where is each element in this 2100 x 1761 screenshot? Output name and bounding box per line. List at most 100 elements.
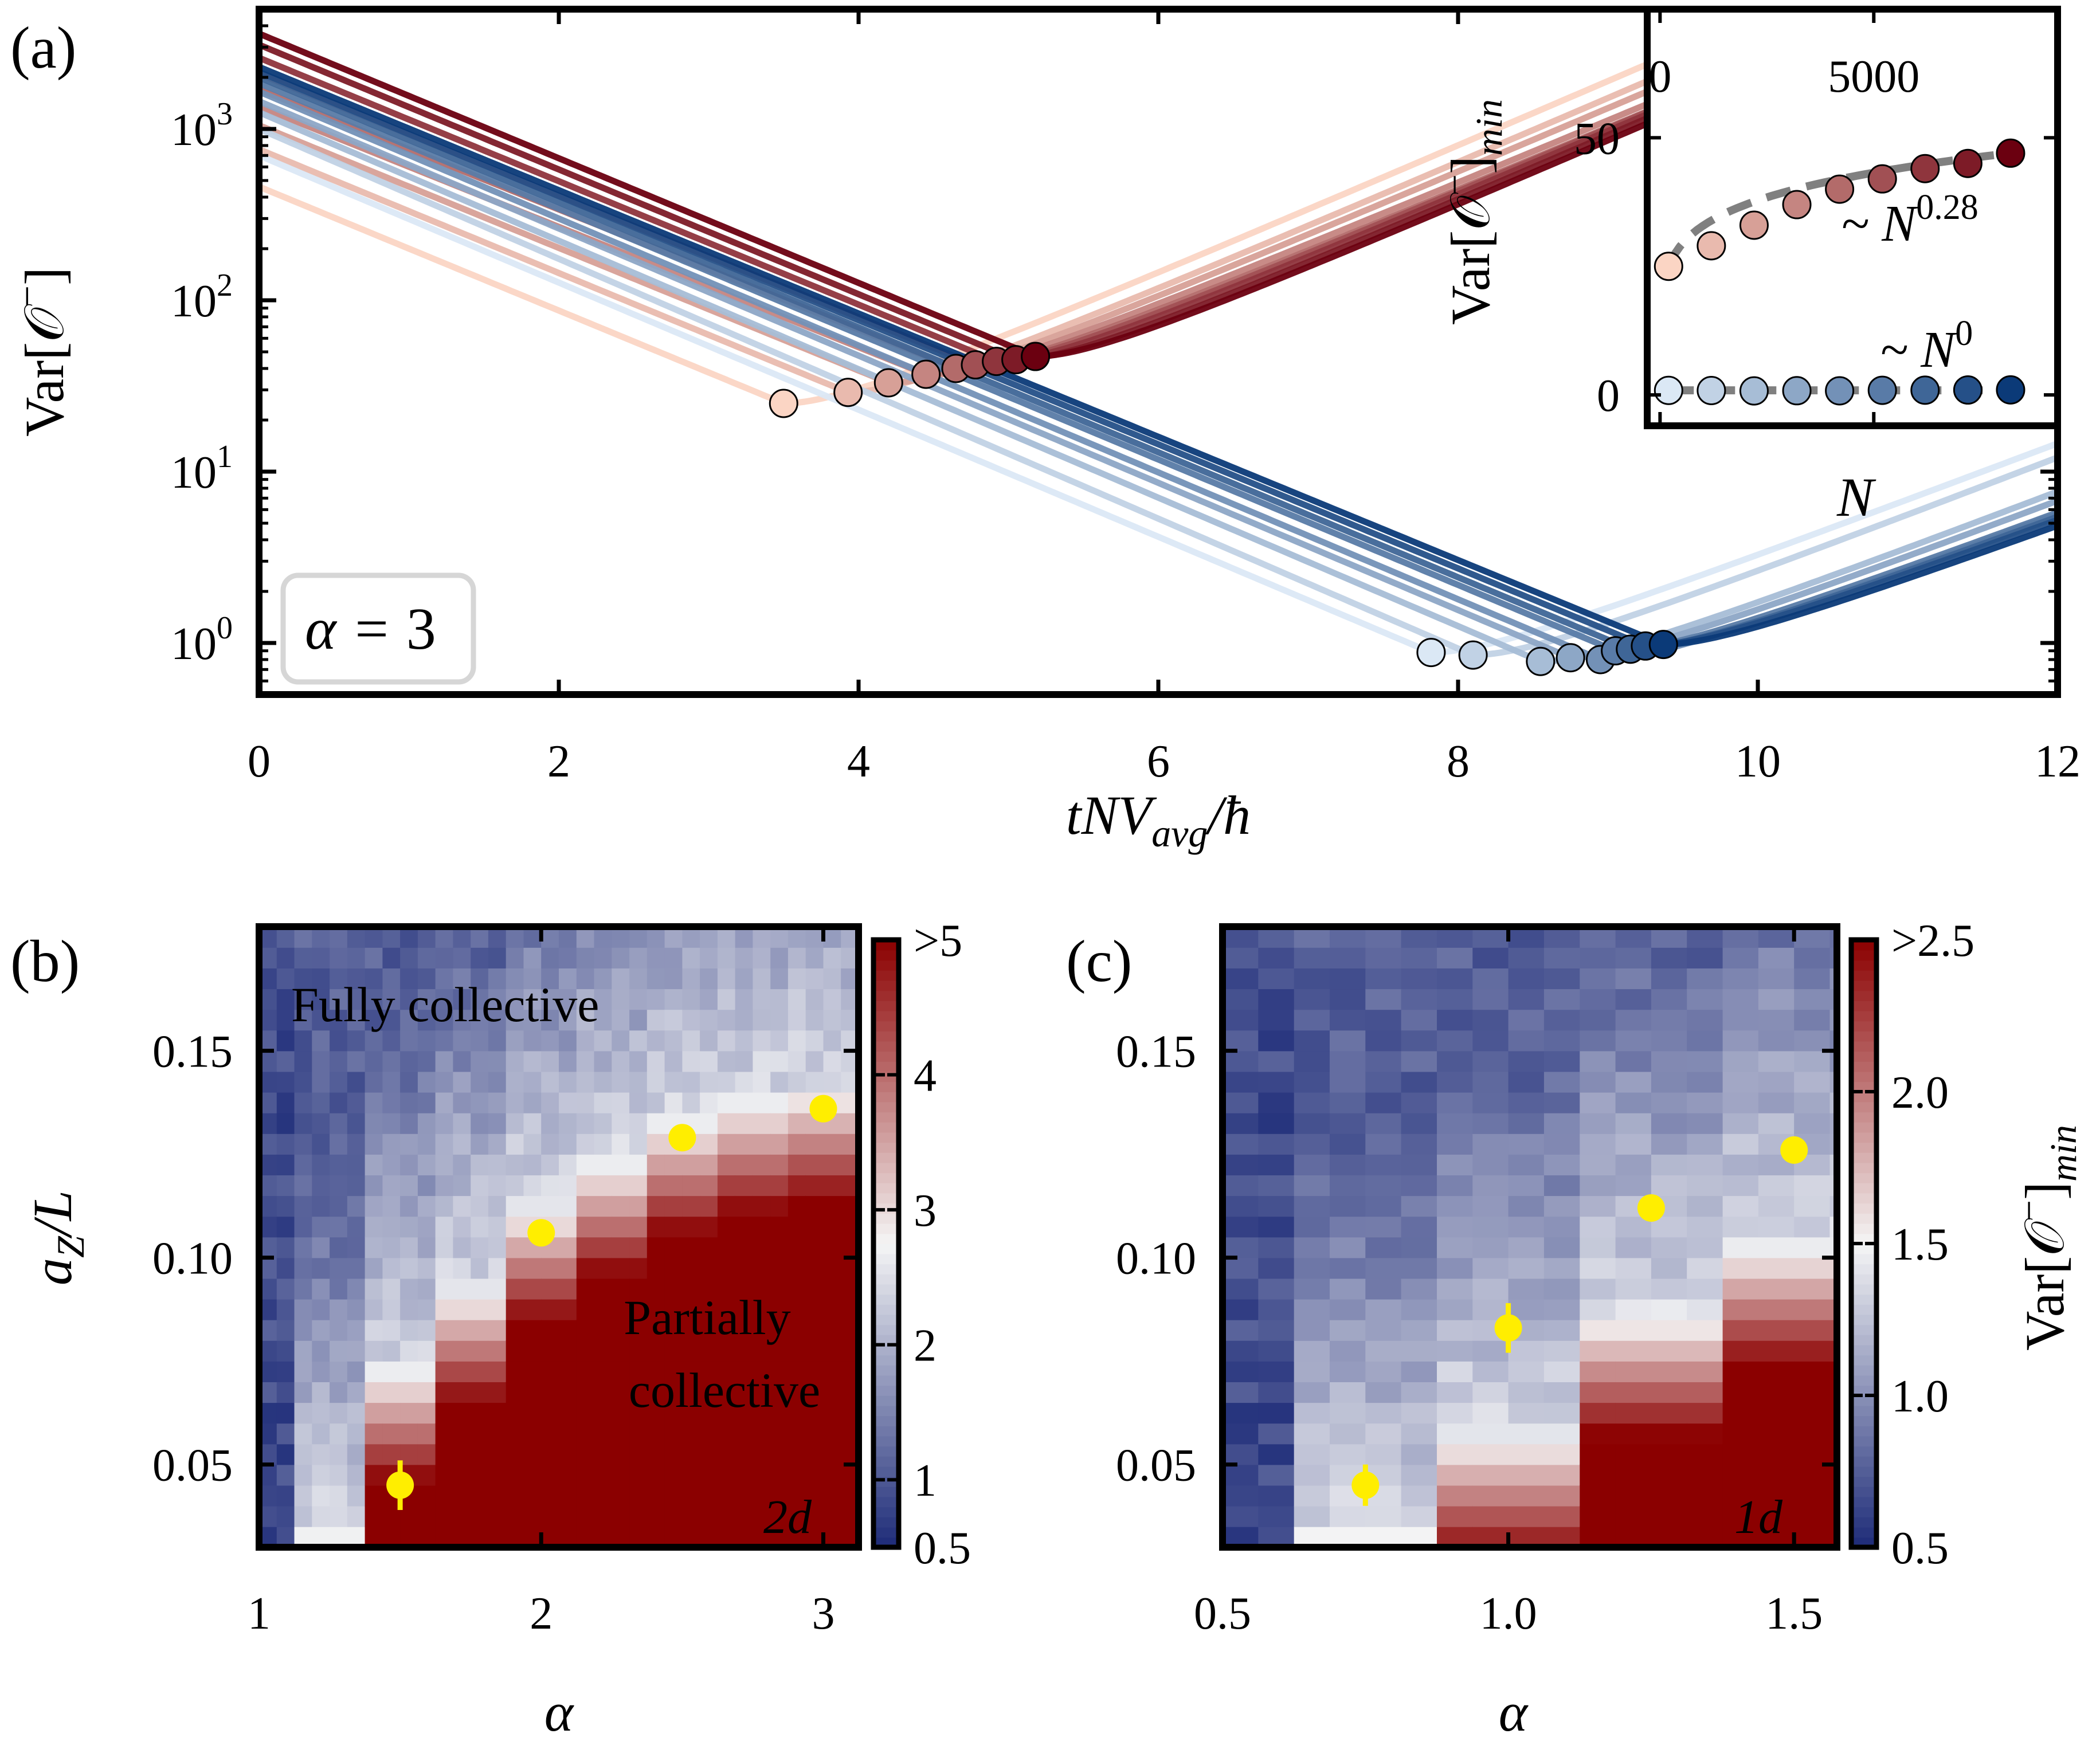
heatmap-cell <box>382 1278 401 1300</box>
heatmap-cell <box>382 927 401 948</box>
heatmap-cell <box>1330 1402 1366 1424</box>
heatmap-cell <box>700 1112 718 1134</box>
heatmap-cell <box>506 968 524 990</box>
heatmap-cell <box>1223 1009 1259 1031</box>
panel-b-heatmap: Fully collective Partially collective 2d… <box>22 916 971 1743</box>
heatmap-cell <box>1187 1402 1223 1423</box>
heatmap-cell <box>276 1485 295 1507</box>
colorbar-segment <box>1851 1355 1876 1366</box>
heatmap-cell <box>330 1195 348 1217</box>
heatmap-cell <box>1437 1195 1474 1217</box>
heatmap-cell <box>594 1340 613 1362</box>
heatmap-cell <box>1258 1402 1295 1424</box>
heatmap-cell <box>788 927 806 948</box>
heatmap-cell <box>1508 1402 1545 1424</box>
heatmap-cell <box>788 1237 806 1258</box>
heatmap-cell <box>805 1071 824 1093</box>
heatmap-cell <box>559 1216 577 1238</box>
heatmap-cell <box>1401 1340 1437 1362</box>
heatmap-cell <box>506 1257 524 1279</box>
heatmap-cell <box>735 1112 754 1134</box>
heatmap-cell <box>488 1237 507 1258</box>
heatmap-cell <box>1258 1216 1295 1238</box>
heatmap-cell <box>717 1485 736 1507</box>
heatmap-cell <box>823 989 842 1010</box>
heatmap-cell <box>312 1361 330 1382</box>
heatmap-cell <box>312 1071 330 1093</box>
heatmap-cell <box>700 1154 718 1175</box>
heatmap-cell <box>805 1154 824 1175</box>
heatmap-cell <box>682 1175 700 1197</box>
colorbar-segment <box>873 960 899 971</box>
heatmap-cell <box>1615 1071 1652 1093</box>
heatmap-cell <box>330 1154 348 1175</box>
heatmap-cell <box>576 1485 595 1507</box>
heatmap-cell <box>1151 1113 1187 1134</box>
heatmap-cell <box>805 1195 824 1217</box>
heatmap-cell <box>1508 1485 1545 1507</box>
heatmap-cell <box>735 1278 754 1300</box>
heatmap-cell <box>276 947 295 968</box>
heatmap-cell <box>735 1319 754 1341</box>
colorbar-segment <box>1851 1436 1876 1447</box>
heatmap-cell <box>805 1464 824 1486</box>
colorbar-segment <box>1851 1284 1876 1295</box>
heatmap-cell <box>1437 1175 1474 1197</box>
heatmap-cell <box>435 1257 454 1279</box>
heatmap-cell <box>488 1071 507 1093</box>
heatmap-cell <box>1258 1154 1295 1175</box>
heatmap-cell <box>735 1505 754 1527</box>
heatmap-cell <box>664 1299 683 1320</box>
heatmap-cell <box>717 1071 736 1093</box>
heatmap-cell <box>435 968 454 990</box>
colorbar-segment <box>1851 990 1876 1001</box>
heatmap-cell <box>312 1299 330 1320</box>
colorbar-segment <box>1851 1132 1876 1143</box>
heatmap-cell <box>629 1464 648 1486</box>
heatmap-cell <box>1294 1485 1330 1507</box>
heatmap-cell <box>417 1382 436 1403</box>
heatmap-cell <box>576 1505 595 1527</box>
heatmap-cell <box>1508 1154 1545 1175</box>
heatmap-cell <box>1651 1299 1687 1320</box>
heatmap-cell <box>682 1278 700 1300</box>
heatmap-cell <box>435 1030 454 1052</box>
heatmap-cell <box>1187 1134 1223 1155</box>
heatmap-cell <box>594 1071 613 1093</box>
heatmap-cell <box>435 947 454 968</box>
heatmap-cell <box>417 1216 436 1238</box>
heatmap-cell <box>682 1402 700 1424</box>
heatmap-cell <box>347 927 366 948</box>
heatmap-cell <box>1187 1382 1223 1403</box>
heatmap-cell <box>523 1402 542 1424</box>
heatmap-cell <box>1580 1299 1616 1320</box>
heatmap-cell <box>576 1030 595 1052</box>
heatmap-cell <box>1258 1485 1295 1507</box>
heatmap-cell <box>1472 1009 1509 1031</box>
heatmap-cell <box>1580 1009 1616 1031</box>
heatmap-cell <box>312 1134 330 1155</box>
heatmap-cell <box>294 1402 313 1424</box>
heatmap-cell <box>1401 968 1437 990</box>
heatmap-cell <box>770 1175 789 1197</box>
transition-marker <box>1494 1314 1522 1342</box>
heatmap-cell <box>753 927 771 948</box>
heatmap-cell <box>805 1009 824 1031</box>
heatmap-cell <box>294 927 313 948</box>
heatmap-cell <box>471 1216 489 1238</box>
heatmap-cell <box>417 1444 436 1465</box>
heatmap-cell <box>576 1361 595 1382</box>
heatmap-cell <box>471 1030 489 1052</box>
colorbar-segment <box>873 1395 899 1406</box>
heatmap-cell <box>382 1423 401 1445</box>
heatmap-cell <box>770 1257 789 1279</box>
panel-label-c: (c) <box>1066 928 1132 994</box>
heatmap-cell <box>1580 1195 1616 1217</box>
heatmap-cell <box>347 947 366 968</box>
heatmap-cell <box>1615 1423 1652 1445</box>
heatmap-cell <box>717 1464 736 1486</box>
heatmap-cell <box>1330 1526 1366 1547</box>
heatmap-cell <box>1758 1030 1795 1052</box>
heatmap-cell <box>523 1464 542 1486</box>
heatmap-cell <box>1687 1134 1723 1155</box>
